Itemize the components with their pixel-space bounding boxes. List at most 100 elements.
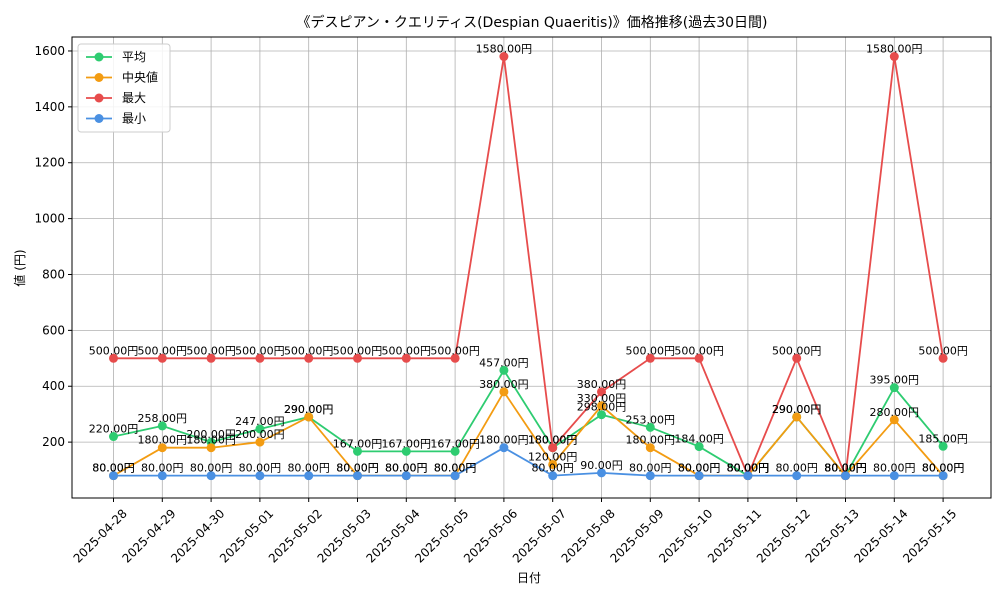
data-label: 184.00円 bbox=[674, 433, 724, 446]
data-label: 120.00円 bbox=[528, 450, 578, 463]
data-label: 290.00円 bbox=[772, 403, 822, 416]
data-label: 290.00円 bbox=[772, 403, 822, 416]
data-point bbox=[597, 401, 606, 411]
data-label: 80.00円 bbox=[287, 462, 330, 475]
data-point bbox=[597, 410, 606, 420]
data-label: 80.00円 bbox=[434, 462, 477, 475]
data-point bbox=[157, 471, 167, 481]
data-label: 167.00円 bbox=[382, 437, 432, 450]
data-label: 500.00円 bbox=[138, 344, 188, 357]
data-point bbox=[645, 353, 655, 363]
data-point bbox=[548, 471, 558, 481]
data-label: 80.00円 bbox=[922, 462, 965, 475]
data-point bbox=[401, 471, 411, 481]
data-label: 90.00円 bbox=[580, 459, 623, 472]
data-point bbox=[157, 421, 167, 431]
data-point bbox=[548, 443, 558, 453]
data-point bbox=[499, 365, 509, 375]
data-label: 167.00円 bbox=[430, 437, 480, 450]
data-label: 500.00円 bbox=[186, 344, 236, 357]
data-label: 500.00円 bbox=[235, 344, 285, 357]
data-point bbox=[792, 353, 802, 363]
data-label: 80.00円 bbox=[775, 462, 818, 475]
legend-item: 最大 bbox=[86, 91, 146, 105]
data-point bbox=[255, 471, 265, 481]
data-label: 180.00円 bbox=[186, 434, 236, 447]
data-label: 180.00円 bbox=[626, 434, 676, 447]
data-label: 80.00円 bbox=[824, 462, 867, 475]
data-point bbox=[499, 52, 509, 62]
data-point bbox=[597, 468, 606, 478]
data-point bbox=[694, 353, 704, 363]
data-point bbox=[109, 432, 118, 442]
data-label: 1580.00円 bbox=[866, 43, 923, 56]
data-point bbox=[255, 437, 265, 447]
series-line bbox=[113, 390, 944, 478]
series-line bbox=[113, 446, 944, 477]
data-label: 80.00円 bbox=[141, 462, 184, 475]
grid bbox=[72, 37, 991, 498]
data-point bbox=[792, 471, 802, 481]
plot-frame bbox=[71, 36, 992, 499]
data-label: 247.00円 bbox=[235, 415, 285, 428]
data-point bbox=[938, 353, 948, 363]
data-labels: 220.00円258.00円200.00円247.00円290.00円167.0… bbox=[89, 43, 968, 475]
data-label: 180.00円 bbox=[138, 434, 188, 447]
data-label: 253.00円 bbox=[626, 413, 676, 426]
data-label: 395.00円 bbox=[870, 374, 920, 387]
data-label: 298.00円 bbox=[577, 401, 627, 414]
data-label: 500.00円 bbox=[430, 344, 480, 357]
data-point bbox=[450, 471, 460, 481]
legend-item: 中央値 bbox=[86, 70, 158, 85]
data-label: 80.00円 bbox=[824, 462, 867, 475]
data-label: 290.00円 bbox=[284, 403, 334, 416]
y-tick-label: 1400 bbox=[34, 100, 65, 114]
data-point bbox=[645, 471, 655, 481]
axis-ticks: 2025-04-282025-04-292025-04-302025-05-01… bbox=[34, 44, 959, 566]
data-label: 500.00円 bbox=[626, 344, 676, 357]
data-label: 280.00円 bbox=[870, 406, 920, 419]
data-point bbox=[841, 471, 850, 481]
data-label: 80.00円 bbox=[678, 462, 721, 475]
y-tick-label: 200 bbox=[42, 435, 65, 449]
data-label: 80.00円 bbox=[873, 462, 916, 475]
data-label: 80.00円 bbox=[531, 462, 574, 475]
data-point bbox=[206, 443, 216, 453]
data-point bbox=[304, 412, 314, 422]
data-label: 80.00円 bbox=[239, 462, 282, 475]
data-point bbox=[206, 471, 216, 481]
data-label: 200.00円 bbox=[235, 428, 285, 441]
data-label: 80.00円 bbox=[824, 462, 867, 475]
data-label: 80.00円 bbox=[336, 462, 379, 475]
data-label: 80.00円 bbox=[922, 462, 965, 475]
y-tick-label: 800 bbox=[42, 267, 65, 281]
data-label: 500.00円 bbox=[89, 344, 139, 357]
data-label: 180.00円 bbox=[479, 434, 529, 447]
data-label: 80.00円 bbox=[434, 462, 477, 475]
data-point bbox=[255, 353, 265, 363]
chart-title: 《デスピアン・クエリティス(Despian Quaeritis)》価格推移(過去… bbox=[296, 14, 767, 31]
data-point bbox=[597, 387, 606, 397]
data-label: 500.00円 bbox=[333, 344, 383, 357]
data-label: 500.00円 bbox=[284, 344, 334, 357]
data-point bbox=[109, 471, 118, 481]
data-label: 80.00円 bbox=[727, 462, 770, 475]
data-label: 500.00円 bbox=[918, 344, 968, 357]
legend-marker bbox=[94, 93, 104, 103]
series-line bbox=[113, 56, 944, 480]
data-label: 330.00円 bbox=[577, 392, 627, 405]
data-label: 80.00円 bbox=[727, 462, 770, 475]
legend-label: 平均 bbox=[122, 50, 146, 64]
data-label: 80.00円 bbox=[385, 462, 428, 475]
data-point bbox=[645, 443, 655, 453]
data-label: 167.00円 bbox=[333, 437, 383, 450]
data-point bbox=[304, 353, 314, 363]
legend-marker bbox=[94, 73, 104, 82]
data-point bbox=[401, 446, 411, 456]
data-label: 185.00円 bbox=[918, 432, 968, 445]
data-label: 258.00円 bbox=[138, 412, 188, 425]
data-point bbox=[499, 387, 509, 397]
data-point bbox=[206, 353, 216, 363]
legend-box bbox=[77, 43, 171, 133]
